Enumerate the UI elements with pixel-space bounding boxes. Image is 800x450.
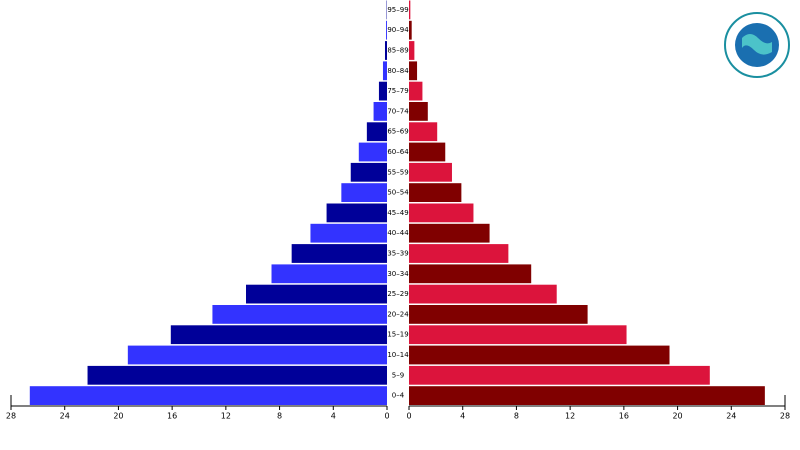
x-tick-label: 20 bbox=[672, 412, 682, 421]
female-bar bbox=[409, 122, 438, 142]
female-bar bbox=[409, 183, 462, 202]
female-bar bbox=[409, 386, 765, 405]
age-label: 15–19 bbox=[387, 331, 408, 339]
age-label: 0–4 bbox=[392, 392, 405, 400]
female-bar bbox=[409, 142, 446, 162]
x-tick-label: 8 bbox=[277, 412, 282, 421]
age-label: 40–44 bbox=[387, 229, 409, 237]
logo-land bbox=[742, 34, 772, 55]
female-bar bbox=[409, 102, 428, 121]
female-bar bbox=[409, 20, 412, 40]
female-bar bbox=[409, 284, 557, 304]
x-tick-label: 28 bbox=[780, 412, 790, 421]
female-bar bbox=[409, 264, 532, 284]
age-label: 10–14 bbox=[387, 351, 409, 359]
female-bar bbox=[409, 0, 411, 20]
age-label: 55–59 bbox=[387, 168, 408, 176]
age-label: 60–64 bbox=[387, 148, 409, 156]
female-bar bbox=[409, 203, 474, 223]
male-bar bbox=[246, 284, 387, 304]
female-bar bbox=[409, 41, 415, 60]
age-label: 95–99 bbox=[387, 6, 408, 14]
male-bar bbox=[382, 61, 387, 81]
male-bar bbox=[291, 244, 387, 263]
x-tick-label: 0 bbox=[384, 412, 389, 421]
male-bar bbox=[378, 81, 387, 101]
age-label: 30–34 bbox=[387, 270, 409, 278]
male-bar bbox=[271, 264, 387, 284]
male-bar bbox=[127, 345, 387, 365]
female-bar bbox=[409, 162, 452, 182]
age-label: 90–94 bbox=[387, 26, 409, 34]
male-bar bbox=[87, 365, 388, 385]
age-label: 75–79 bbox=[387, 87, 408, 95]
female-bar bbox=[409, 61, 418, 81]
male-bar bbox=[386, 20, 387, 40]
male-bar bbox=[384, 41, 387, 60]
x-tick-label: 20 bbox=[113, 412, 123, 421]
logo bbox=[724, 12, 790, 78]
x-tick-label: 4 bbox=[460, 412, 465, 421]
x-tick-label: 0 bbox=[406, 412, 411, 421]
age-label: 85–89 bbox=[387, 47, 408, 55]
age-label: 45–49 bbox=[387, 209, 408, 217]
x-tick-label: 12 bbox=[565, 412, 575, 421]
male-bar bbox=[373, 102, 387, 121]
female-bar bbox=[409, 81, 423, 101]
age-label: 20–24 bbox=[387, 310, 409, 318]
female-bar bbox=[409, 305, 588, 324]
male-bar bbox=[350, 162, 387, 182]
male-bar bbox=[341, 183, 387, 202]
age-label: 5–9 bbox=[392, 371, 404, 379]
age-label: 35–39 bbox=[387, 250, 408, 258]
female-bar bbox=[409, 345, 670, 365]
female-bar bbox=[409, 325, 627, 345]
male-bar bbox=[29, 386, 388, 405]
x-tick-label: 16 bbox=[619, 412, 629, 421]
male-bar bbox=[358, 142, 387, 162]
male-bar bbox=[212, 305, 387, 324]
x-tick-label: 28 bbox=[6, 412, 16, 421]
female-bar bbox=[409, 365, 710, 385]
female-bar bbox=[409, 244, 509, 263]
age-label: 25–29 bbox=[387, 290, 408, 298]
male-bar bbox=[366, 122, 387, 142]
x-tick-label: 24 bbox=[60, 412, 70, 421]
male-bar bbox=[326, 203, 387, 223]
age-label: 50–54 bbox=[387, 189, 409, 197]
male-bar bbox=[310, 223, 387, 243]
x-tick-label: 24 bbox=[726, 412, 736, 421]
age-label: 65–69 bbox=[387, 128, 408, 136]
x-tick-label: 4 bbox=[331, 412, 336, 421]
male-bar bbox=[170, 325, 387, 345]
female-bar bbox=[409, 223, 490, 243]
x-tick-label: 12 bbox=[221, 412, 231, 421]
x-tick-label: 16 bbox=[167, 412, 177, 421]
x-tick-label: 8 bbox=[514, 412, 519, 421]
age-label: 70–74 bbox=[387, 107, 409, 115]
age-label: 80–84 bbox=[387, 67, 409, 75]
